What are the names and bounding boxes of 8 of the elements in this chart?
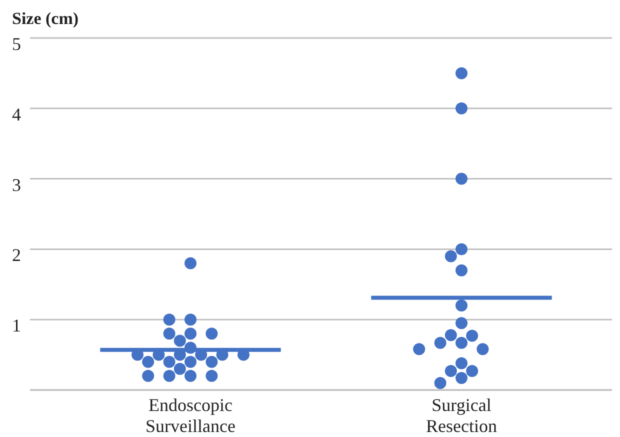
y-axis-title: Size (cm) — [12, 9, 79, 28]
y-tick-label: 4 — [12, 104, 21, 124]
x-tick-label: Endoscopic Surveillance — [146, 395, 236, 436]
x-tick-label: Surgical Resection — [426, 395, 497, 436]
y-tick-label: 2 — [12, 245, 21, 266]
y-tick-label: 5 — [12, 34, 21, 54]
y-tick-label: 1 — [12, 316, 21, 336]
y-tick-label: 3 — [12, 174, 21, 195]
